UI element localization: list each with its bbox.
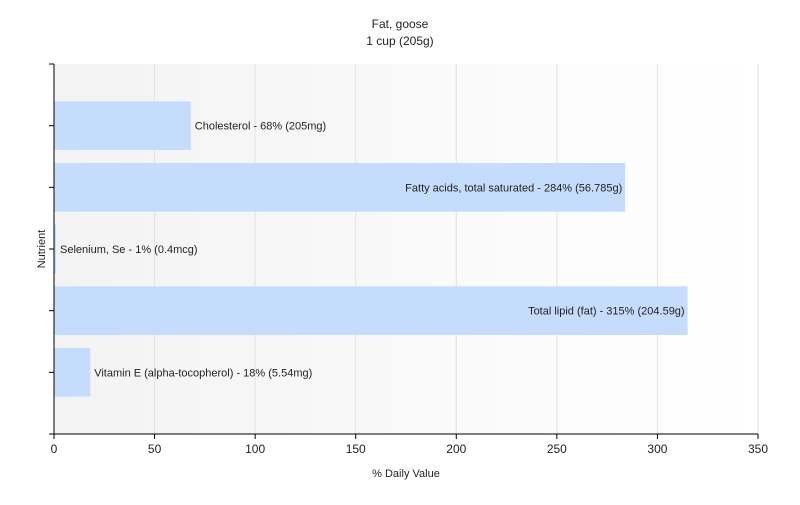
- chart-title: Fat, goose: [372, 17, 429, 31]
- x-tick-label: 250: [547, 442, 567, 456]
- chart-subtitle: 1 cup (205g): [366, 34, 433, 48]
- axes: 0 50 100 150 200 250 300 350: [49, 63, 768, 456]
- bar: [54, 162, 626, 212]
- data-labels: Cholesterol - 68% (205mg) Fatty acids, to…: [60, 121, 685, 380]
- x-tick-label: 300: [647, 442, 667, 456]
- x-axis-label: % Daily Value: [372, 468, 440, 480]
- x-tick-label: 150: [346, 442, 366, 456]
- bar: [54, 286, 688, 336]
- bar-data-label: Selenium, Se - 1% (0.4mcg): [60, 244, 198, 256]
- x-tick-label: 100: [245, 442, 265, 456]
- y-axis-label: Nutrient: [36, 230, 48, 269]
- x-tick-label: 350: [748, 442, 768, 456]
- x-tick-label: 200: [446, 442, 466, 456]
- bar-data-label: Fatty acids, total saturated - 284% (56.…: [405, 182, 622, 194]
- bars: [54, 101, 688, 397]
- bar-data-label: Total lipid (fat) - 315% (204.59g): [528, 306, 685, 318]
- x-tick-label: 50: [148, 442, 162, 456]
- bar: [54, 224, 57, 274]
- bar-data-label: Cholesterol - 68% (205mg): [195, 121, 326, 133]
- x-tick-label: 0: [51, 442, 58, 456]
- bar: [54, 101, 191, 151]
- bar-data-label: Vitamin E (alpha-tocopherol) - 18% (5.54…: [94, 367, 312, 379]
- bar: [54, 347, 91, 397]
